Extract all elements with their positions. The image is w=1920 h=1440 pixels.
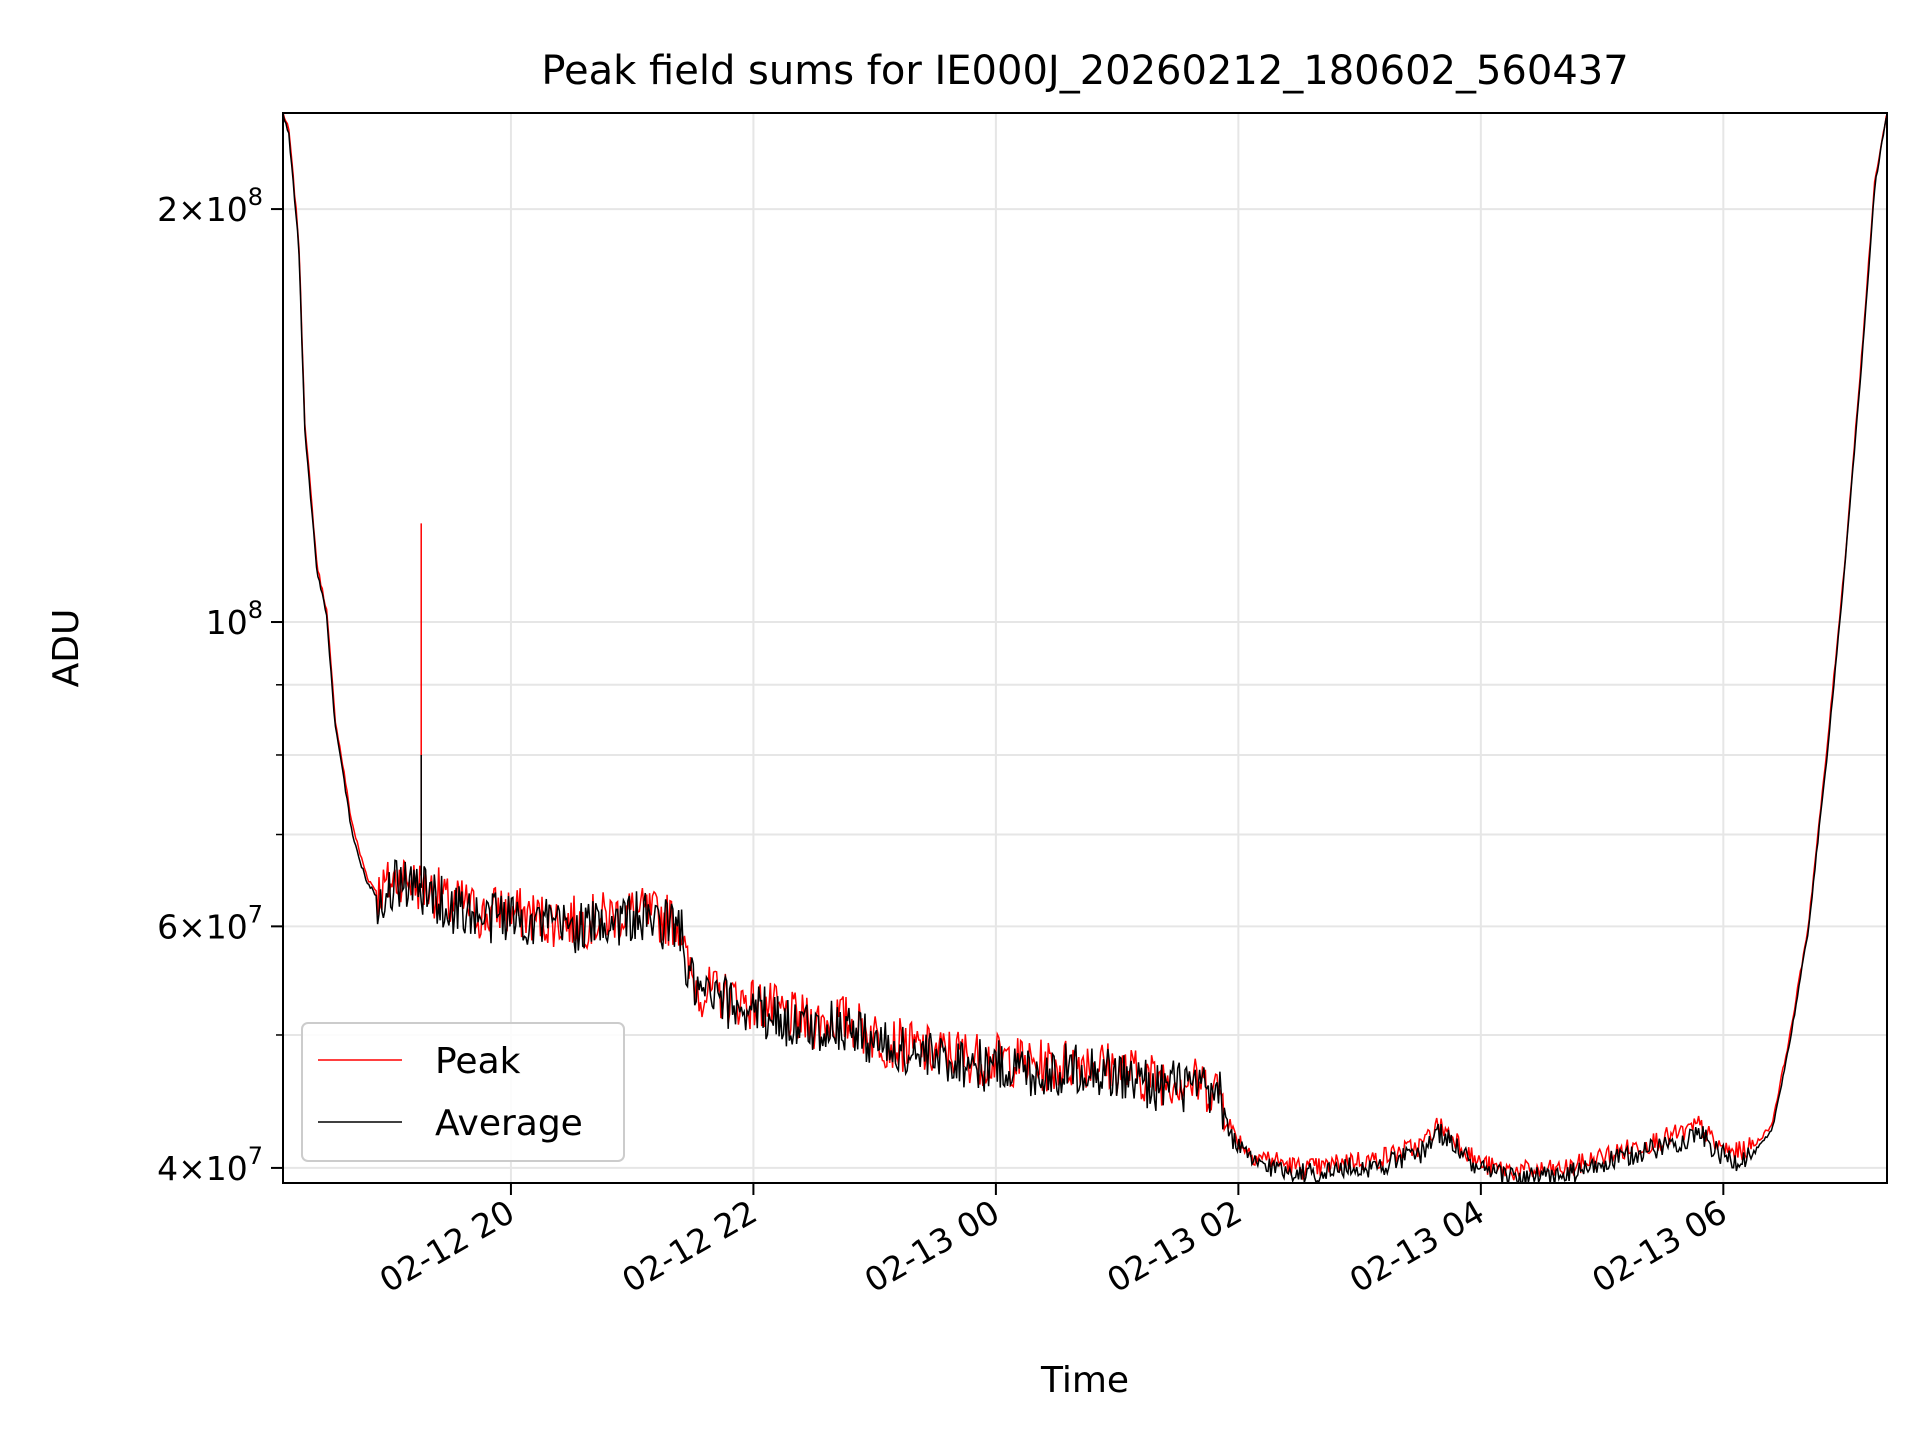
- legend-average-label: Average: [435, 1103, 583, 1144]
- y-tick-label-1: 6×107: [157, 900, 263, 946]
- grid: [283, 113, 1887, 1183]
- legend-box: [301, 1022, 625, 1162]
- legend-peak-label: Peak: [435, 1041, 521, 1082]
- series-layer: [283, 113, 1887, 1183]
- legend: Peak Average: [301, 1022, 625, 1162]
- y-tick-label-3: 2×108: [157, 183, 263, 229]
- y-tick-label-0: 4×107: [157, 1142, 263, 1188]
- plot-area-frame: [282, 112, 1888, 1184]
- x-axis-label: Time: [1040, 1360, 1129, 1401]
- chart-title: Peak field sums for IE000J_20260212_1806…: [541, 48, 1628, 94]
- y-tick-label-2: 108: [206, 596, 263, 642]
- series-line-average: [283, 113, 1887, 1183]
- y-axis-label: ADU: [46, 609, 87, 688]
